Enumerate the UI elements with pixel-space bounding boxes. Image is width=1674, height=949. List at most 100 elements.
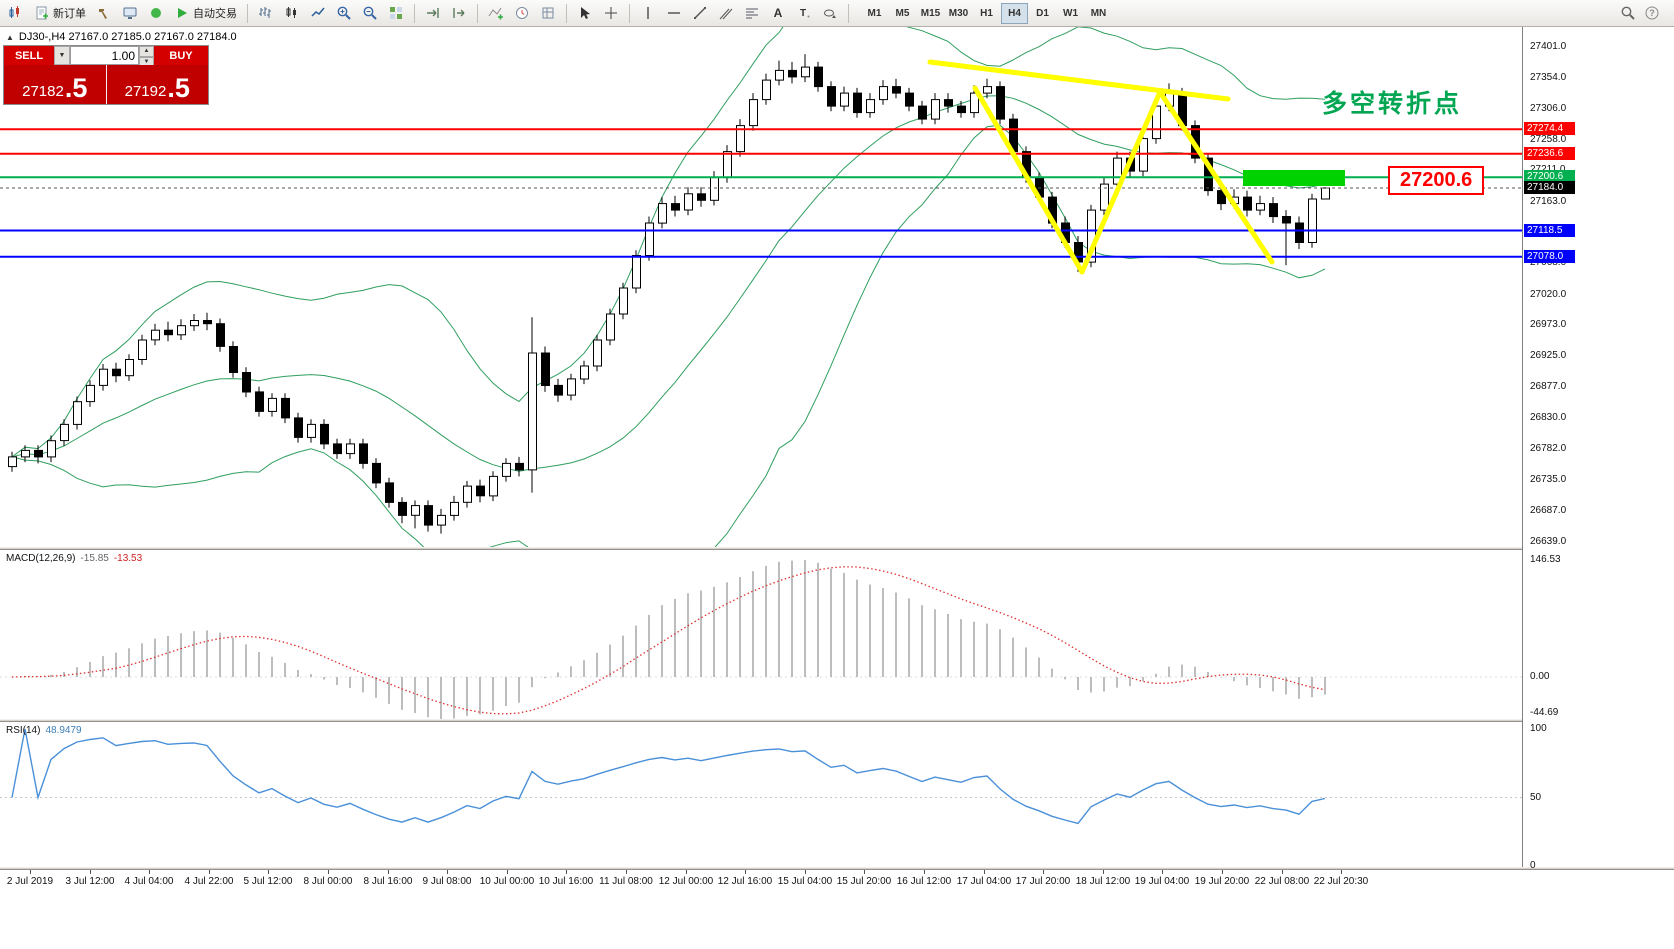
turning-point-annotation[interactable]: 多空转折点 bbox=[1322, 90, 1463, 118]
tile-windows-button[interactable] bbox=[384, 2, 408, 24]
toolbar: 新订单 自动交易 bbox=[0, 0, 1674, 27]
terminal-button[interactable] bbox=[118, 2, 142, 24]
price-tag: 27200.6 bbox=[1524, 170, 1575, 183]
zoom-in-icon bbox=[336, 5, 352, 21]
volume-spinner[interactable]: ▲ ▼ bbox=[139, 46, 154, 68]
channel-tool-button[interactable] bbox=[714, 2, 738, 24]
time-axis-label: 5 Jul 12:00 bbox=[243, 876, 293, 887]
search-icon[interactable] bbox=[1620, 5, 1636, 21]
tab-timeframe-m15[interactable]: M15 bbox=[920, 7, 941, 19]
price-axis-label: 27258.0 bbox=[1530, 134, 1567, 145]
tab-timeframe-m5[interactable]: M5 bbox=[895, 7, 910, 19]
sell-button[interactable]: SELL bbox=[4, 46, 54, 65]
time-tick bbox=[388, 870, 389, 874]
macd-panel[interactable] bbox=[0, 550, 1522, 719]
macd-signal-line bbox=[11, 566, 1326, 715]
panel-divider[interactable] bbox=[0, 867, 1674, 870]
panel-divider[interactable] bbox=[0, 719, 1674, 722]
tab-timeframe-d1[interactable]: D1 bbox=[1036, 7, 1049, 19]
time-tick bbox=[1043, 870, 1044, 874]
help-icon[interactable]: ? bbox=[1644, 5, 1660, 21]
horizontal-line-tool-button[interactable] bbox=[662, 2, 686, 24]
tab-timeframe-h4[interactable]: H4 bbox=[1001, 2, 1028, 24]
new-order-button[interactable]: 新订单 bbox=[30, 2, 90, 24]
timeframe-toolbar: M1 M5 M15 M30 H1 H4 D1 W1 MN bbox=[861, 2, 1112, 24]
buy-price-button[interactable]: 27192.5 bbox=[105, 65, 208, 104]
buy-price: 27192 bbox=[124, 83, 167, 100]
time-axis[interactable]: 2 Jul 2019 3 Jul 12:00 4 Jul 04:00 4 Jul 22… bbox=[0, 870, 1674, 949]
strategy-tester-button[interactable] bbox=[92, 2, 116, 24]
price-axis[interactable]: 27401.0 27354.0 27306.0 27258.0 27211.0 27163… bbox=[1522, 27, 1674, 871]
time-tick bbox=[1103, 870, 1104, 874]
price-axis-label: 26830.0 bbox=[1530, 412, 1567, 423]
yellow-trendline[interactable] bbox=[927, 59, 1231, 102]
time-tick bbox=[1222, 870, 1223, 874]
chart-shift-button[interactable] bbox=[447, 2, 471, 24]
candlestick-icon bbox=[284, 5, 300, 21]
tab-timeframe-w1[interactable]: W1 bbox=[1063, 7, 1078, 19]
time-axis-label: 15 Jul 20:00 bbox=[836, 876, 892, 887]
shapes-tool-button[interactable] bbox=[818, 2, 842, 24]
market-button[interactable] bbox=[144, 2, 168, 24]
indicators-button[interactable] bbox=[484, 2, 508, 24]
zoom-in-button[interactable] bbox=[332, 2, 356, 24]
time-tick bbox=[149, 870, 150, 874]
line-chart-mode-button[interactable] bbox=[306, 2, 330, 24]
collapse-arrow-icon[interactable]: ▲ bbox=[6, 32, 14, 42]
trendline-tool-button[interactable] bbox=[688, 2, 712, 24]
bar-chart-mode-button[interactable] bbox=[254, 2, 278, 24]
time-axis-label: 16 Jul 12:00 bbox=[896, 876, 952, 887]
main-chart-area[interactable] bbox=[0, 27, 1522, 547]
tab-timeframe-m30[interactable]: M30 bbox=[948, 7, 969, 19]
toolbar-right-group: ? bbox=[1620, 5, 1670, 21]
price-tag: 27118.5 bbox=[1524, 224, 1575, 237]
text-tool-button[interactable]: A bbox=[766, 2, 790, 24]
label-tool-button[interactable]: T bbox=[792, 2, 816, 24]
volume-dropdown-button[interactable]: ▼ bbox=[54, 46, 70, 65]
candle-chart-mode-button[interactable] bbox=[280, 2, 304, 24]
tab-timeframe-h1[interactable]: H1 bbox=[980, 7, 993, 19]
zoom-out-button[interactable] bbox=[358, 2, 382, 24]
rsi-panel[interactable] bbox=[0, 722, 1522, 867]
tab-timeframe-m1[interactable]: M1 bbox=[867, 7, 882, 19]
panel-divider[interactable] bbox=[0, 547, 1674, 550]
price-axis-label: 27211.0 bbox=[1530, 164, 1565, 175]
time-tick bbox=[686, 870, 687, 874]
time-tick bbox=[1341, 870, 1342, 874]
fibonacci-tool-button[interactable] bbox=[740, 2, 764, 24]
time-tick bbox=[30, 870, 31, 874]
price-axis-label: 26973.0 bbox=[1530, 319, 1567, 330]
highlight-rectangle[interactable] bbox=[1243, 170, 1345, 186]
price-axis-label: 26925.0 bbox=[1530, 350, 1567, 361]
vertical-line-icon bbox=[640, 5, 656, 21]
svg-text:T: T bbox=[800, 8, 806, 19]
cursor-tool-button[interactable] bbox=[573, 2, 597, 24]
price-callout-label[interactable]: 27200.6 bbox=[1388, 166, 1485, 195]
autotrading-button[interactable]: 自动交易 bbox=[170, 2, 241, 24]
toolbar-separator bbox=[629, 3, 630, 23]
templates-button[interactable] bbox=[536, 2, 560, 24]
macd-label: MACD(12,26,9) -15.85 -13.53 bbox=[6, 553, 142, 564]
spinner-up-icon[interactable]: ▲ bbox=[139, 46, 154, 57]
periods-button[interactable] bbox=[510, 2, 534, 24]
new-chart-button[interactable] bbox=[4, 2, 28, 24]
yellow-trendline[interactable] bbox=[972, 85, 1085, 275]
cursor-icon bbox=[577, 5, 593, 21]
buy-button[interactable]: BUY bbox=[154, 46, 208, 65]
tab-timeframe-mn[interactable]: MN bbox=[1090, 7, 1107, 19]
volume-input[interactable] bbox=[70, 46, 139, 65]
svg-text:?: ? bbox=[1649, 8, 1655, 18]
yellow-trendline[interactable] bbox=[1157, 89, 1275, 265]
sell-price-button[interactable]: 27182.5 bbox=[4, 65, 106, 104]
time-tick bbox=[268, 870, 269, 874]
time-tick bbox=[805, 870, 806, 874]
time-tick bbox=[90, 870, 91, 874]
vertical-line-tool-button[interactable] bbox=[636, 2, 660, 24]
macd-name: MACD(12,26,9) bbox=[6, 553, 76, 564]
price-axis-label: 26639.0 bbox=[1530, 536, 1567, 547]
yellow-trendline[interactable] bbox=[1079, 89, 1163, 275]
time-tick bbox=[209, 870, 210, 874]
auto-scroll-button[interactable] bbox=[421, 2, 445, 24]
new-order-label: 新订单 bbox=[53, 8, 86, 20]
crosshair-tool-button[interactable] bbox=[599, 2, 623, 24]
